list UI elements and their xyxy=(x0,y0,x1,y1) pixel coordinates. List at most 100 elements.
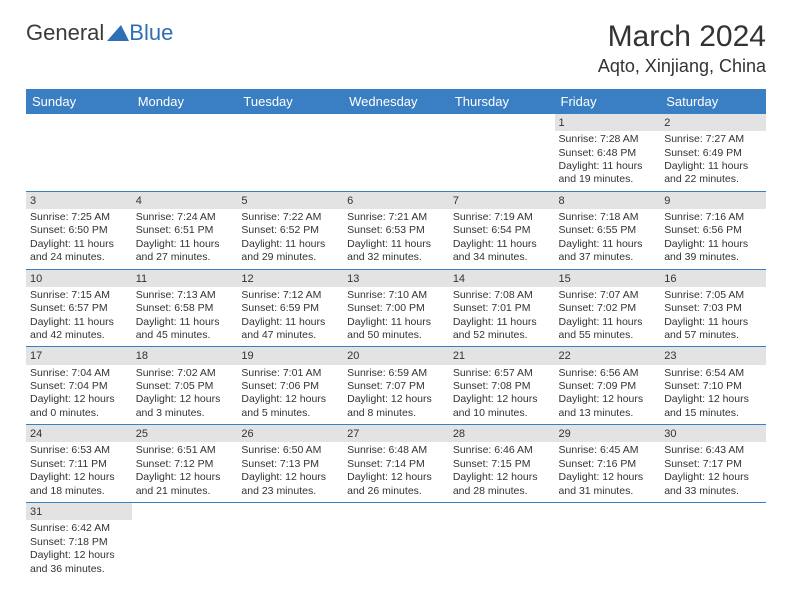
sunrise-line: Sunrise: 7:22 AM xyxy=(241,211,339,224)
sunrise-line: Sunrise: 7:16 AM xyxy=(664,211,762,224)
calendar-week-row: 24Sunrise: 6:53 AMSunset: 7:11 PMDayligh… xyxy=(26,425,766,503)
daylight-line-2: and 28 minutes. xyxy=(453,485,551,498)
daylight-line-2: and 55 minutes. xyxy=(559,329,657,342)
day-number: 30 xyxy=(660,425,766,442)
daylight-line-1: Daylight: 12 hours xyxy=(453,393,551,406)
sunrise-line: Sunrise: 7:13 AM xyxy=(136,289,234,302)
sunrise-line: Sunrise: 7:28 AM xyxy=(559,133,657,146)
calendar-day-cell: 9Sunrise: 7:16 AMSunset: 6:56 PMDaylight… xyxy=(660,191,766,269)
sunset-line: Sunset: 6:48 PM xyxy=(559,147,657,160)
title-block: March 2024 Aqto, Xinjiang, China xyxy=(598,20,766,77)
daylight-line-2: and 57 minutes. xyxy=(664,329,762,342)
sunset-line: Sunset: 7:09 PM xyxy=(559,380,657,393)
daylight-line-1: Daylight: 11 hours xyxy=(664,160,762,173)
daylight-line-2: and 37 minutes. xyxy=(559,251,657,264)
sunset-line: Sunset: 7:05 PM xyxy=(136,380,234,393)
day-number: 18 xyxy=(132,347,238,364)
calendar-day-cell: 28Sunrise: 6:46 AMSunset: 7:15 PMDayligh… xyxy=(449,425,555,503)
calendar-day-cell: 5Sunrise: 7:22 AMSunset: 6:52 PMDaylight… xyxy=(237,191,343,269)
day-number: 7 xyxy=(449,192,555,209)
daylight-line-2: and 21 minutes. xyxy=(136,485,234,498)
daylight-line-2: and 23 minutes. xyxy=(241,485,339,498)
daylight-line-2: and 26 minutes. xyxy=(347,485,445,498)
day-number: 31 xyxy=(26,503,132,520)
weekday-header-row: SundayMondayTuesdayWednesdayThursdayFrid… xyxy=(26,89,766,114)
calendar-day-cell: 1Sunrise: 7:28 AMSunset: 6:48 PMDaylight… xyxy=(555,114,661,191)
sunrise-line: Sunrise: 6:45 AM xyxy=(559,444,657,457)
daylight-line-1: Daylight: 11 hours xyxy=(347,316,445,329)
sunset-line: Sunset: 6:54 PM xyxy=(453,224,551,237)
calendar-day-cell: 8Sunrise: 7:18 AMSunset: 6:55 PMDaylight… xyxy=(555,191,661,269)
daylight-line-1: Daylight: 12 hours xyxy=(241,393,339,406)
daylight-line-1: Daylight: 11 hours xyxy=(241,238,339,251)
calendar-day-cell: 24Sunrise: 6:53 AMSunset: 7:11 PMDayligh… xyxy=(26,425,132,503)
sunset-line: Sunset: 6:59 PM xyxy=(241,302,339,315)
weekday-header: Sunday xyxy=(26,89,132,114)
daylight-line-2: and 0 minutes. xyxy=(30,407,128,420)
calendar-day-cell: 20Sunrise: 6:59 AMSunset: 7:07 PMDayligh… xyxy=(343,347,449,425)
sunset-line: Sunset: 7:17 PM xyxy=(664,458,762,471)
day-number: 3 xyxy=(26,192,132,209)
sunset-line: Sunset: 6:49 PM xyxy=(664,147,762,160)
sunset-line: Sunset: 7:07 PM xyxy=(347,380,445,393)
day-number: 29 xyxy=(555,425,661,442)
sunrise-line: Sunrise: 7:07 AM xyxy=(559,289,657,302)
sunrise-line: Sunrise: 7:19 AM xyxy=(453,211,551,224)
sunrise-line: Sunrise: 7:24 AM xyxy=(136,211,234,224)
calendar-day-cell: 16Sunrise: 7:05 AMSunset: 7:03 PMDayligh… xyxy=(660,269,766,347)
sunset-line: Sunset: 7:03 PM xyxy=(664,302,762,315)
calendar-day-cell: 15Sunrise: 7:07 AMSunset: 7:02 PMDayligh… xyxy=(555,269,661,347)
daylight-line-1: Daylight: 12 hours xyxy=(30,471,128,484)
sunrise-line: Sunrise: 7:05 AM xyxy=(664,289,762,302)
calendar-empty-cell xyxy=(449,114,555,191)
header: General Blue March 2024 Aqto, Xinjiang, … xyxy=(26,20,766,77)
sunset-line: Sunset: 7:00 PM xyxy=(347,302,445,315)
day-number: 27 xyxy=(343,425,449,442)
daylight-line-1: Daylight: 12 hours xyxy=(453,471,551,484)
sunrise-line: Sunrise: 6:42 AM xyxy=(30,522,128,535)
calendar-day-cell: 2Sunrise: 7:27 AMSunset: 6:49 PMDaylight… xyxy=(660,114,766,191)
calendar-day-cell: 23Sunrise: 6:54 AMSunset: 7:10 PMDayligh… xyxy=(660,347,766,425)
daylight-line-1: Daylight: 12 hours xyxy=(559,393,657,406)
sunrise-line: Sunrise: 7:25 AM xyxy=(30,211,128,224)
calendar-day-cell: 31Sunrise: 6:42 AMSunset: 7:18 PMDayligh… xyxy=(26,503,132,580)
daylight-line-2: and 47 minutes. xyxy=(241,329,339,342)
daylight-line-2: and 39 minutes. xyxy=(664,251,762,264)
sunrise-line: Sunrise: 7:04 AM xyxy=(30,367,128,380)
calendar-day-cell: 17Sunrise: 7:04 AMSunset: 7:04 PMDayligh… xyxy=(26,347,132,425)
calendar-day-cell: 4Sunrise: 7:24 AMSunset: 6:51 PMDaylight… xyxy=(132,191,238,269)
daylight-line-1: Daylight: 12 hours xyxy=(347,471,445,484)
daylight-line-2: and 24 minutes. xyxy=(30,251,128,264)
sunrise-line: Sunrise: 6:46 AM xyxy=(453,444,551,457)
day-number: 9 xyxy=(660,192,766,209)
calendar-day-cell: 14Sunrise: 7:08 AMSunset: 7:01 PMDayligh… xyxy=(449,269,555,347)
daylight-line-2: and 29 minutes. xyxy=(241,251,339,264)
weekday-header: Friday xyxy=(555,89,661,114)
calendar-empty-cell xyxy=(343,114,449,191)
sunset-line: Sunset: 6:55 PM xyxy=(559,224,657,237)
daylight-line-1: Daylight: 12 hours xyxy=(136,471,234,484)
sunrise-line: Sunrise: 7:01 AM xyxy=(241,367,339,380)
sunrise-line: Sunrise: 7:08 AM xyxy=(453,289,551,302)
daylight-line-2: and 42 minutes. xyxy=(30,329,128,342)
calendar-day-cell: 6Sunrise: 7:21 AMSunset: 6:53 PMDaylight… xyxy=(343,191,449,269)
calendar-day-cell: 27Sunrise: 6:48 AMSunset: 7:14 PMDayligh… xyxy=(343,425,449,503)
daylight-line-2: and 18 minutes. xyxy=(30,485,128,498)
sunset-line: Sunset: 7:06 PM xyxy=(241,380,339,393)
daylight-line-1: Daylight: 12 hours xyxy=(30,393,128,406)
weekday-header: Tuesday xyxy=(237,89,343,114)
daylight-line-1: Daylight: 11 hours xyxy=(30,238,128,251)
daylight-line-2: and 19 minutes. xyxy=(559,173,657,186)
calendar-empty-cell xyxy=(132,114,238,191)
calendar-empty-cell xyxy=(237,503,343,580)
sunrise-line: Sunrise: 6:53 AM xyxy=(30,444,128,457)
day-number: 16 xyxy=(660,270,766,287)
sunset-line: Sunset: 7:04 PM xyxy=(30,380,128,393)
calendar-week-row: 17Sunrise: 7:04 AMSunset: 7:04 PMDayligh… xyxy=(26,347,766,425)
sunset-line: Sunset: 7:13 PM xyxy=(241,458,339,471)
calendar-day-cell: 21Sunrise: 6:57 AMSunset: 7:08 PMDayligh… xyxy=(449,347,555,425)
day-number: 8 xyxy=(555,192,661,209)
day-number: 10 xyxy=(26,270,132,287)
calendar-empty-cell xyxy=(237,114,343,191)
calendar-day-cell: 13Sunrise: 7:10 AMSunset: 7:00 PMDayligh… xyxy=(343,269,449,347)
